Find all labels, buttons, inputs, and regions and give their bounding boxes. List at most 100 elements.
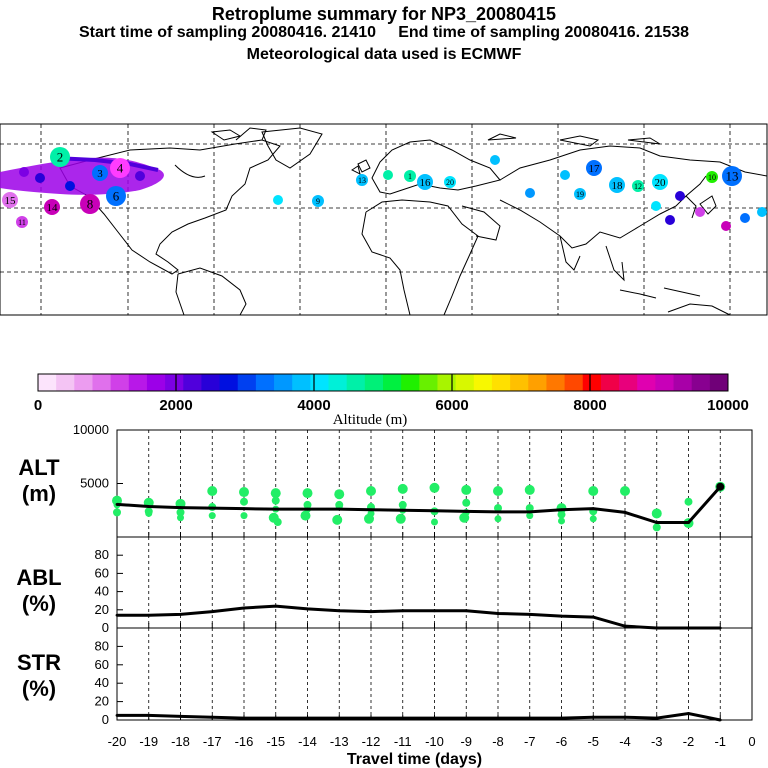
plume-dot [665, 215, 675, 225]
scatter-point [270, 488, 281, 499]
colorbar-swatch [401, 374, 420, 391]
series-point [306, 507, 309, 511]
colorbar-swatch [346, 374, 366, 391]
series-point [369, 610, 373, 614]
plume-marker-label: 19 [576, 190, 584, 199]
y-tick-label: 60 [95, 657, 109, 672]
plume-marker [50, 147, 70, 167]
plume-marker [2, 192, 18, 208]
x-tick-label: -15 [266, 734, 285, 749]
x-tick-label: -10 [425, 734, 444, 749]
series-endpoint [716, 482, 725, 491]
scatter-point [334, 489, 345, 500]
x-tick-label: -7 [524, 734, 536, 749]
scatter-point [208, 512, 216, 520]
plume-marker [404, 170, 416, 182]
colorbar-swatch [564, 374, 584, 391]
plume-marker-label: 12 [634, 182, 642, 191]
x-axis-title: Travel time (days) [347, 751, 482, 768]
x-tick-label: 0 [748, 734, 755, 749]
scatter-point [207, 485, 218, 496]
x-tick-label: -1 [714, 734, 726, 749]
plume-marker [609, 177, 625, 193]
series-line [116, 485, 722, 525]
plume-marker [356, 174, 368, 186]
scatter-point [494, 515, 502, 523]
scatter-point [589, 515, 597, 523]
panel-1: 0 20 40 60 80 [95, 536, 753, 635]
scatter-point [651, 508, 662, 519]
y-tick-label: 40 [95, 675, 109, 690]
x-tick-label: -14 [298, 734, 317, 749]
scatter-point [459, 512, 470, 523]
scatter-point [364, 513, 374, 524]
sampling-times: Start time of sampling 20080416. 21410 E… [0, 24, 768, 42]
series-point [655, 521, 659, 524]
series-point [401, 609, 405, 613]
scatter-point [300, 510, 311, 521]
series-point [623, 510, 627, 514]
colorbar-swatch [383, 374, 402, 391]
colorbar-swatch [165, 374, 184, 391]
scatter-point [652, 523, 661, 532]
plume-dot [757, 207, 767, 217]
scatter-point [113, 508, 121, 517]
colorbar-swatch [292, 374, 311, 391]
plume-marker-label: 15 [5, 195, 17, 207]
colorbar-swatch [419, 374, 438, 391]
y-tick-label: 80 [95, 547, 109, 562]
plume-marker [44, 199, 60, 215]
plume-dot [273, 195, 283, 205]
scatter-point [366, 485, 376, 496]
scatter-point [239, 487, 249, 498]
plume-marker-label: 1 [408, 172, 412, 181]
series-point [242, 606, 246, 610]
plume-marker-label: 20 [655, 177, 667, 189]
y-tick-label: 5000 [80, 476, 109, 491]
colorbar-swatch [274, 374, 293, 391]
plume-marker-label: 13 [358, 176, 366, 185]
y-tick-label: 80 [95, 638, 109, 653]
series-point [464, 609, 468, 613]
series-point [115, 502, 119, 506]
x-tick-label: -18 [171, 734, 190, 749]
colorbar-swatch [92, 374, 112, 391]
colorbar-swatch [201, 374, 221, 391]
scatter-point [462, 498, 471, 507]
map-graticule [0, 124, 767, 315]
plume-marker [92, 165, 108, 181]
series-point [560, 508, 563, 512]
plume-dot [135, 171, 145, 181]
colorbar-swatch [600, 374, 620, 391]
plume-marker [706, 171, 718, 183]
plume-marker-label: 4 [117, 161, 124, 176]
alt-label-main: ALT [18, 455, 60, 480]
x-tick-label: -9 [460, 734, 472, 749]
colorbar-swatch [655, 374, 675, 391]
plume-marker [110, 158, 130, 178]
scatter-point [240, 497, 248, 506]
series-point [433, 609, 436, 613]
colorbar-tick-label: 4000 [297, 397, 330, 414]
scatter-point [271, 496, 280, 505]
plume-marker [722, 166, 742, 186]
plume-dot [35, 173, 45, 183]
plume-dot [19, 167, 29, 177]
y-tick-label: 0 [102, 712, 109, 727]
scatter-point [273, 518, 282, 527]
colorbar-tick-label: 0 [34, 397, 42, 414]
plume-marker [106, 186, 126, 206]
plume-marker-label: 2 [57, 150, 64, 165]
x-tick-label: -8 [492, 734, 504, 749]
x-tick-label: -11 [394, 734, 412, 749]
colorbar-tick-label: 2000 [159, 397, 192, 414]
scatter-point [145, 509, 153, 517]
series-point [401, 508, 405, 512]
scatter-point [461, 484, 472, 495]
scatter-point [525, 504, 534, 513]
plume-marker-label: 16 [420, 177, 432, 189]
plume-dot [65, 181, 75, 191]
y-tick-label: 20 [95, 694, 109, 709]
colorbar-label: Altitude (m) [333, 412, 408, 428]
plume-marker-label: 11 [18, 218, 26, 227]
